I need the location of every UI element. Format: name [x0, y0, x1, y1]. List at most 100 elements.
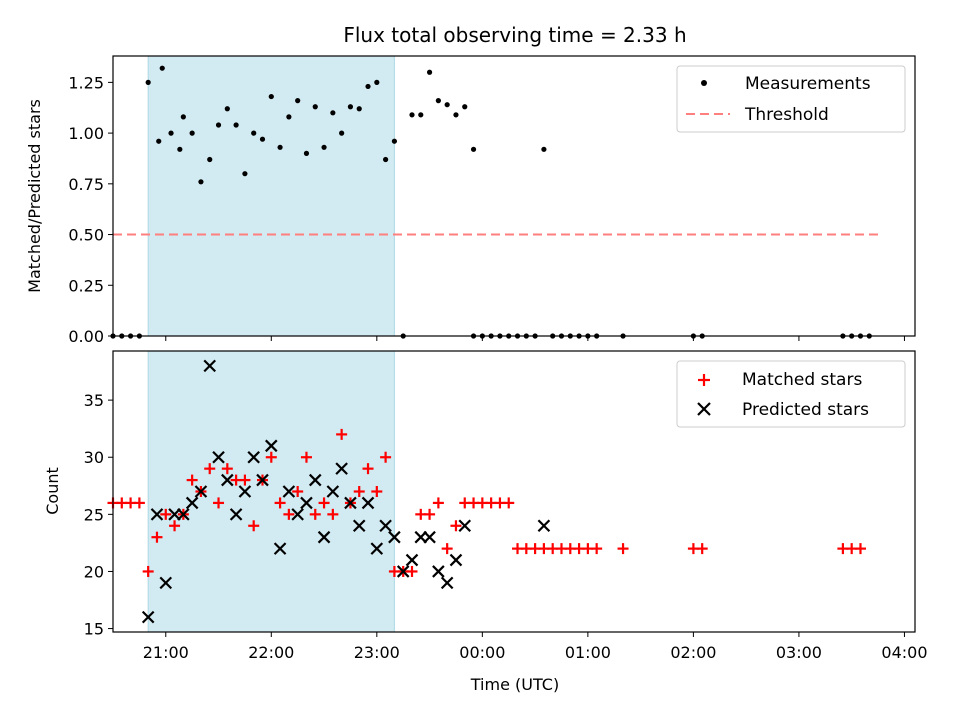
- x-tick-label: 02:00: [670, 643, 716, 662]
- predicted-star-point: [150, 508, 164, 521]
- measurement-point: [426, 69, 433, 75]
- predicted-star-point: [458, 519, 472, 533]
- matched-star-point: [133, 497, 145, 509]
- predicted-star-point: [449, 553, 463, 567]
- bottom-y-tick-label: 20: [84, 562, 104, 581]
- matched-star-point: [292, 486, 304, 497]
- predicted-star-point: [344, 496, 357, 510]
- measurement-point: [145, 79, 151, 85]
- top-y-tick-label: 0.00: [68, 327, 104, 346]
- bottom-y-tick-label: 15: [84, 620, 104, 639]
- matched-star-point: [213, 497, 225, 509]
- matched-star-point: [204, 463, 216, 475]
- measurement-point: [312, 104, 318, 110]
- predicted-star-point: [247, 450, 260, 464]
- predicted-star-point: [361, 496, 375, 510]
- measurement-point: [453, 112, 459, 118]
- top-y-tick-label: 1.00: [68, 124, 104, 143]
- measurement-point: [168, 130, 174, 136]
- legend-measurements-label: Measurements: [745, 74, 871, 94]
- measurement-point: [177, 146, 183, 152]
- measurement-points: [110, 65, 872, 339]
- predicted-star-point: [396, 565, 410, 578]
- matched-star-point: [169, 520, 181, 532]
- bottom-legend: Matched stars Predicted stars: [676, 360, 906, 428]
- measurement-point: [207, 156, 213, 163]
- bottom-y-tick-label: 30: [84, 448, 104, 467]
- predicted-star-point: [212, 450, 225, 464]
- matched-star-point: [441, 543, 453, 555]
- top-y-axis: 0.00 0.25 0.50 0.75 1.00 1.25: [68, 73, 113, 346]
- top-y-tick-label: 0.50: [68, 226, 104, 245]
- matched-star-point: [248, 520, 260, 532]
- measurement-point: [330, 110, 336, 116]
- predicted-star-point: [238, 485, 252, 498]
- legend-measurements-marker: [701, 80, 707, 86]
- measurement-point: [189, 130, 195, 136]
- x-axis-label: Time (UTC): [470, 675, 559, 694]
- matched-star-point: [309, 508, 321, 520]
- predicted-star-point: [423, 530, 436, 544]
- matched-star-point: [318, 497, 330, 509]
- measurement-point: [286, 114, 292, 120]
- chart-title: Flux total observing time = 2.33 h: [343, 23, 686, 47]
- matched-star-point: [696, 543, 708, 555]
- matched-star-point: [265, 451, 277, 463]
- measurement-point: [435, 98, 441, 104]
- matched-star-point: [274, 497, 286, 509]
- measurement-point: [295, 98, 301, 104]
- matched-star-point: [353, 486, 365, 497]
- measurement-point: [321, 144, 327, 150]
- x-tick-label: 23:00: [354, 643, 400, 662]
- x-tick-label: 01:00: [565, 643, 611, 662]
- bottom-legend-box: [676, 360, 906, 428]
- matched-star-point: [239, 474, 251, 486]
- matched-star-point: [424, 508, 436, 520]
- matched-star-point: [300, 451, 312, 463]
- measurement-point: [277, 144, 283, 150]
- measurement-point: [198, 179, 204, 185]
- predicted-star-point: [256, 473, 269, 487]
- matched-star-point: [450, 520, 462, 532]
- measurement-point: [339, 130, 345, 136]
- predicted-star-point: [159, 576, 173, 590]
- x-tick-label: 03:00: [776, 643, 822, 662]
- measurement-point: [444, 102, 450, 108]
- measurement-point: [356, 106, 362, 112]
- predicted-star-point: [141, 610, 155, 624]
- legend-matched-label: Matched stars: [742, 370, 862, 390]
- measurement-point: [159, 65, 165, 71]
- bottom-y-tick-label: 25: [84, 505, 104, 524]
- top-y-tick-label: 0.25: [68, 276, 104, 295]
- matched-star-point: [432, 497, 444, 509]
- predicted-star-point: [308, 473, 322, 487]
- matched-star-point: [151, 531, 163, 543]
- matched-star-point: [854, 543, 866, 555]
- measurement-point: [462, 104, 468, 110]
- predicted-star-point: [388, 530, 401, 544]
- bottom-y-axis-label: Count: [43, 467, 62, 515]
- predicted-star-point: [370, 542, 384, 555]
- predicted-star-point: [537, 519, 551, 533]
- predicted-star-point: [335, 462, 348, 475]
- matched-star-point: [283, 508, 295, 520]
- measurement-point: [303, 150, 310, 156]
- measurement-point: [418, 112, 424, 118]
- legend-predicted-marker: [697, 402, 711, 416]
- predicted-star-point: [203, 359, 217, 373]
- matched-star-point: [336, 428, 348, 440]
- measurement-point: [365, 83, 371, 90]
- measurement-point: [374, 79, 380, 85]
- measurement-point: [391, 138, 398, 144]
- measurement-point: [347, 104, 354, 110]
- top-legend-box: [676, 65, 906, 133]
- measurement-point: [156, 138, 162, 144]
- measurement-point: [541, 146, 547, 152]
- predicted-star-point: [432, 565, 445, 578]
- legend-predicted-label: Predicted stars: [742, 400, 869, 420]
- matched-star-point: [406, 565, 418, 577]
- bottom-y-axis: 15 20 25 30 35: [84, 391, 113, 639]
- predicted-star-point: [282, 485, 296, 498]
- bottom-y-tick-label: 35: [84, 391, 104, 410]
